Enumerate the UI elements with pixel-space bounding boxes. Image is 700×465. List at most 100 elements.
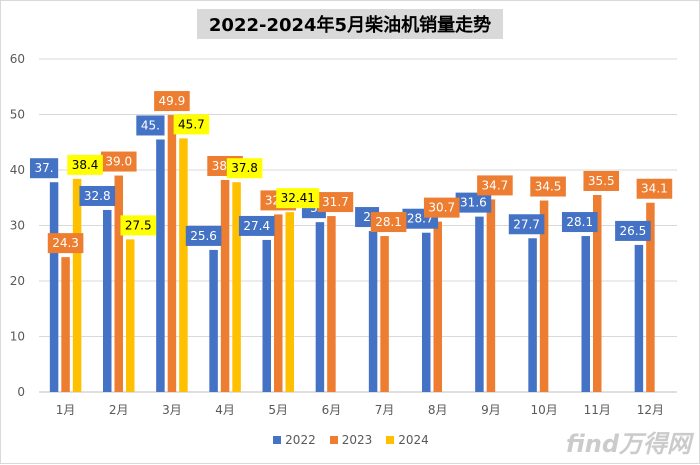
x-tick-label: 8月 (428, 403, 448, 417)
bar-2023-12月 (646, 202, 655, 392)
bar-2023-5月 (274, 214, 283, 392)
data-label-text: 31.6 (460, 196, 487, 210)
data-label-box (136, 115, 165, 136)
y-tick-label: 10 (10, 330, 25, 344)
data-label-box (29, 158, 59, 179)
data-label-2024-3月: 45.7 (173, 114, 210, 135)
data-label-text: 28.1 (375, 215, 402, 229)
data-label-box (47, 233, 84, 254)
bar-2023-2月 (114, 175, 123, 392)
data-label-box (636, 178, 673, 199)
data-label-text: 37. (35, 161, 54, 175)
data-label-text: 31.7 (322, 195, 349, 209)
x-tick-label: 10月 (530, 403, 557, 417)
data-label-box (226, 158, 263, 179)
data-label-2022-12月: 26.5 (615, 220, 651, 241)
data-label-2023-12月: 34.1 (636, 178, 673, 199)
data-label-text: 2 (363, 210, 371, 224)
y-axis-ticks: 0 10 20 30 40 50 60 (10, 52, 25, 399)
legend-item-2023: 2023 (329, 433, 373, 447)
data-label-text: 27.4 (243, 219, 270, 233)
x-tick-label: 4月 (215, 403, 235, 417)
data-label-text: 30.7 (428, 201, 455, 215)
data-label-text: 37.8 (231, 161, 258, 175)
data-label-box (100, 151, 137, 172)
data-label-box (455, 192, 492, 213)
data-label-2023-3月: 49.9 (154, 91, 190, 112)
bar-2022-3月 (156, 139, 165, 392)
bar-2022-2月 (103, 209, 112, 392)
data-label-2024-4月: 37.8 (226, 158, 263, 179)
data-label-text: 39.0 (105, 155, 132, 169)
x-tick-label: 9月 (481, 403, 501, 417)
bar-2022-7月 (368, 231, 378, 392)
data-label-box (508, 214, 545, 235)
legend-item-2022: 2022 (273, 433, 316, 447)
data-label-2022-2月: 32.8 (79, 185, 116, 206)
bar-2022-4月 (209, 249, 218, 392)
data-label-2023-6月: 31.7 (317, 192, 354, 213)
bar-2024-5月 (285, 212, 294, 392)
y-tick-label: 40 (10, 163, 25, 177)
data-label-text: 25.6 (190, 229, 217, 243)
x-tick-label: 7月 (375, 403, 395, 417)
data-label-2023-10月: 34.5 (530, 176, 566, 197)
y-tick-label: 0 (17, 385, 25, 399)
legend-swatch-2024 (386, 436, 395, 444)
legend-label-2023: 2023 (341, 433, 373, 447)
data-label-box (238, 215, 275, 236)
x-tick-label: 1月 (56, 403, 76, 417)
data-label-text: 45.7 (178, 117, 205, 131)
legend-label-2022: 2022 (285, 433, 316, 447)
data-label-2023-1月: 24.3 (47, 233, 84, 254)
bar-2022-1月 (49, 182, 59, 392)
data-label-2023-2月: 39.0 (100, 151, 137, 172)
data-label-box (583, 170, 620, 191)
data-label-2022-5月: 27.4 (238, 215, 275, 236)
bars (49, 115, 655, 393)
data-label-box (154, 91, 190, 112)
data-label-text: 34.7 (482, 178, 509, 192)
bar-2023-7月 (380, 236, 389, 392)
data-label-box (276, 188, 320, 209)
data-label-box (79, 185, 116, 206)
data-label-box (173, 114, 210, 135)
bar-2023-8月 (433, 221, 442, 392)
data-label-2022-11月: 28.1 (561, 212, 598, 233)
data-label-box (370, 212, 407, 233)
bar-2022-12月 (634, 244, 644, 392)
legend-swatch-2022 (273, 436, 282, 444)
x-tick-label: 2月 (109, 403, 129, 417)
data-label-text: 27.7 (513, 217, 540, 231)
data-label-2024-1月: 38.4 (67, 154, 103, 175)
data-label-box (477, 175, 513, 196)
x-tick-label: 6月 (322, 403, 342, 417)
data-label-text: 32.41 (281, 191, 315, 205)
bar-2022-9月 (475, 216, 484, 392)
data-label-text: 34.1 (641, 182, 668, 196)
data-label-box (67, 154, 103, 175)
y-tick-label: 20 (10, 274, 25, 288)
x-tick-label: 5月 (268, 403, 288, 417)
bar-2024-2月 (126, 239, 135, 392)
legend-label-2024: 2024 (398, 433, 429, 447)
data-label-box (423, 197, 460, 218)
bar-2022-8月 (422, 232, 431, 392)
data-label-2022-4月: 25.6 (185, 225, 222, 246)
data-label-text: 26.5 (620, 224, 647, 238)
legend-swatch-2023 (329, 436, 338, 444)
data-label-2022-1月: 37. (29, 158, 59, 179)
data-label-text: 27.5 (125, 218, 152, 232)
data-label-2022-3月: 45. (136, 115, 165, 136)
y-tick-label: 60 (10, 52, 25, 66)
chart-title: 2022-2024年5月柴油机销量走势 (208, 15, 492, 36)
data-label-text: 3 (310, 201, 318, 215)
data-label-text: 38.4 (72, 158, 99, 172)
bar-2022-11月 (581, 236, 590, 392)
x-tick-label: 11月 (584, 403, 611, 417)
bar-2024-4月 (232, 182, 241, 392)
data-label-text: 24.3 (52, 236, 79, 250)
data-label-2024-5月: 32.41 (276, 188, 320, 209)
bar-2022-6月 (315, 222, 325, 392)
